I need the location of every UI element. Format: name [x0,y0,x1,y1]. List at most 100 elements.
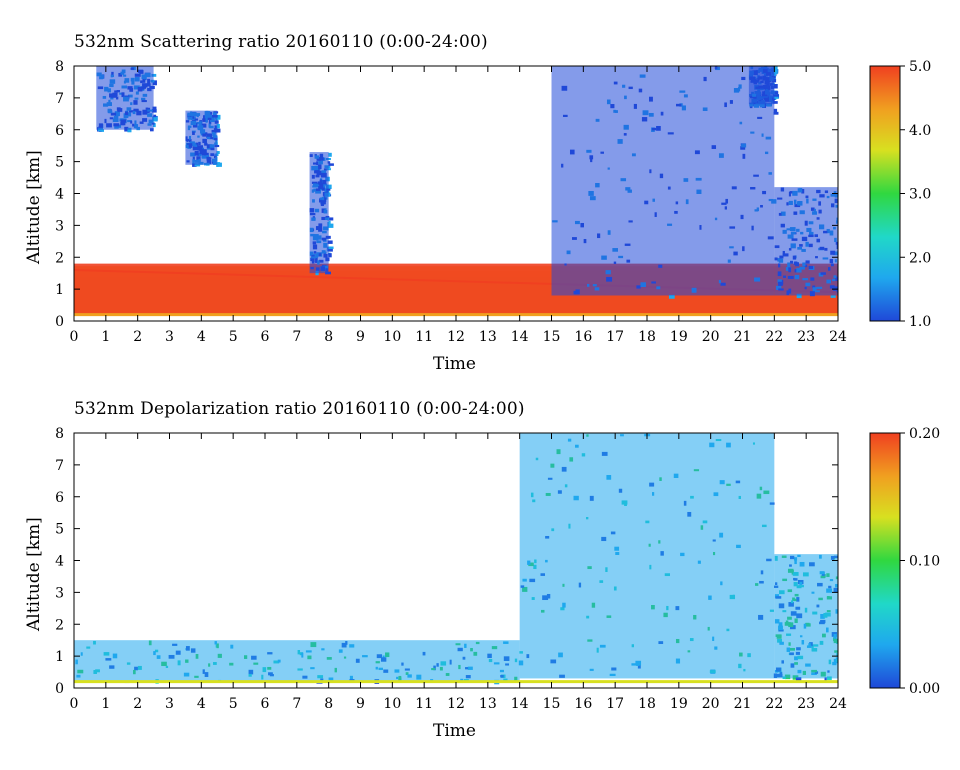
x-tick-label: 19 [670,696,688,712]
y-tick-label: 4 [55,187,64,203]
feature-aerosol-layer [551,66,779,299]
y-axis-label-scattering: Altitude [km] [24,150,44,264]
x-tick-label: 5 [229,329,238,345]
data-cell [328,152,332,157]
colorbar-tick-label: 2.0 [909,250,931,266]
feature-aerosol-layer [519,433,779,679]
y-tick-label: 3 [55,585,64,601]
y-tick-label: 2 [55,250,64,266]
chart-panel-0: 0 1 2 3 4 5 6 7 8 9 10 11 12 13 14 15 16 17 18 19 20 21 22 23 24… [55,59,931,345]
y-tick-label: 6 [55,123,64,139]
data-cell [192,163,197,167]
data-cell [773,94,779,99]
data-cell [327,248,333,252]
feature-cloud [309,152,334,276]
data-cell [327,217,334,221]
data-cell [773,108,778,113]
y-tick-label: 6 [55,490,64,506]
x-tick-label: 10 [383,329,401,345]
x-tick-label: 0 [70,329,79,345]
x-tick-label: 24 [829,696,847,712]
x-tick-label: 2 [133,329,142,345]
x-tick-label: 24 [829,329,847,345]
x-tick-label: 15 [543,329,561,345]
y-tick-label: 7 [55,91,64,107]
x-tick-label: 13 [479,329,497,345]
data-cell [772,91,779,95]
data-cell [216,162,219,167]
x-tick-label: 20 [702,696,720,712]
colorbar [869,65,901,322]
feature-fill [309,152,329,274]
x-tick-label: 3 [165,329,174,345]
data-cell [326,168,331,171]
x-axis-label-depolarization: Time [433,721,476,741]
feature-cloud [96,66,158,133]
x-tick-label: 18 [638,696,656,712]
x-tick-label: 6 [261,696,270,712]
feature-boundary-layer [74,640,524,685]
feature-aerosol-layer [774,187,838,299]
data-cell [668,294,675,299]
data-cell [830,295,836,298]
colorbar-tick-label: 5.0 [909,59,931,75]
data-cell [327,223,334,228]
x-tick-label: 17 [606,329,624,345]
feature-fill [96,66,154,130]
chart-panel-1: 0 1 2 3 4 5 6 7 8 9 10 11 12 13 14 15 16 17 18 19 20 21 22 23 24… [55,426,940,712]
colorbar-tick-label: 0.00 [909,681,940,697]
data-cell [215,128,221,133]
x-tick-label: 22 [765,329,783,345]
x-tick-label: 14 [511,696,529,712]
y-tick-label: 8 [55,59,64,75]
data-cell [153,114,157,118]
data-cell [773,71,776,76]
x-tick-label: 7 [292,329,301,345]
feature-fill [74,640,520,682]
y-axis-label-depolarization: Altitude [km] [24,517,44,631]
x-tick-label: 6 [261,329,270,345]
x-tick-label: 8 [324,329,333,345]
x-tick-label: 23 [797,696,815,712]
x-tick-label: 4 [197,696,206,712]
x-tick-label: 4 [197,329,206,345]
plot-area [74,66,838,321]
data-cell [773,96,779,99]
colorbar-tick-label: 0.20 [909,426,940,442]
data-cell [328,246,334,249]
data-cell [328,253,332,258]
x-tick-label: 1 [101,329,110,345]
y-tick-label: 8 [55,426,64,442]
data-cell [773,83,778,89]
x-tick-label: 10 [383,696,401,712]
y-tick-label: 7 [55,458,64,474]
feature-fill [774,554,838,679]
data-cell [152,80,157,86]
x-tick-label: 2 [133,696,142,712]
colorbar-tick-label: 3.0 [909,187,931,203]
data-cell [824,677,827,681]
data-cell [149,128,154,132]
x-tick-label: 20 [702,329,720,345]
x-tick-label: 23 [797,329,815,345]
x-tick-label: 11 [415,696,433,712]
chart-title-depolarization: 532nm Depolarization ratio 20160110 (0:0… [74,399,525,419]
data-cell [773,111,779,115]
x-tick-label: 0 [70,696,79,712]
plot-area [74,433,838,688]
x-tick-label: 7 [292,696,301,712]
data-cell [152,116,157,119]
data-cell [325,184,332,190]
y-tick-label: 0 [55,681,64,697]
x-tick-label: 1 [101,696,110,712]
data-cell [795,677,802,682]
y-tick-label: 1 [55,649,64,665]
data-cell [153,123,156,128]
colorbar-tick-label: 0.10 [909,554,940,570]
x-tick-label: 22 [765,696,783,712]
x-tick-label: 13 [479,696,497,712]
x-tick-label: 18 [638,329,656,345]
y-tick-label: 3 [55,218,64,234]
data-cell [328,163,334,166]
